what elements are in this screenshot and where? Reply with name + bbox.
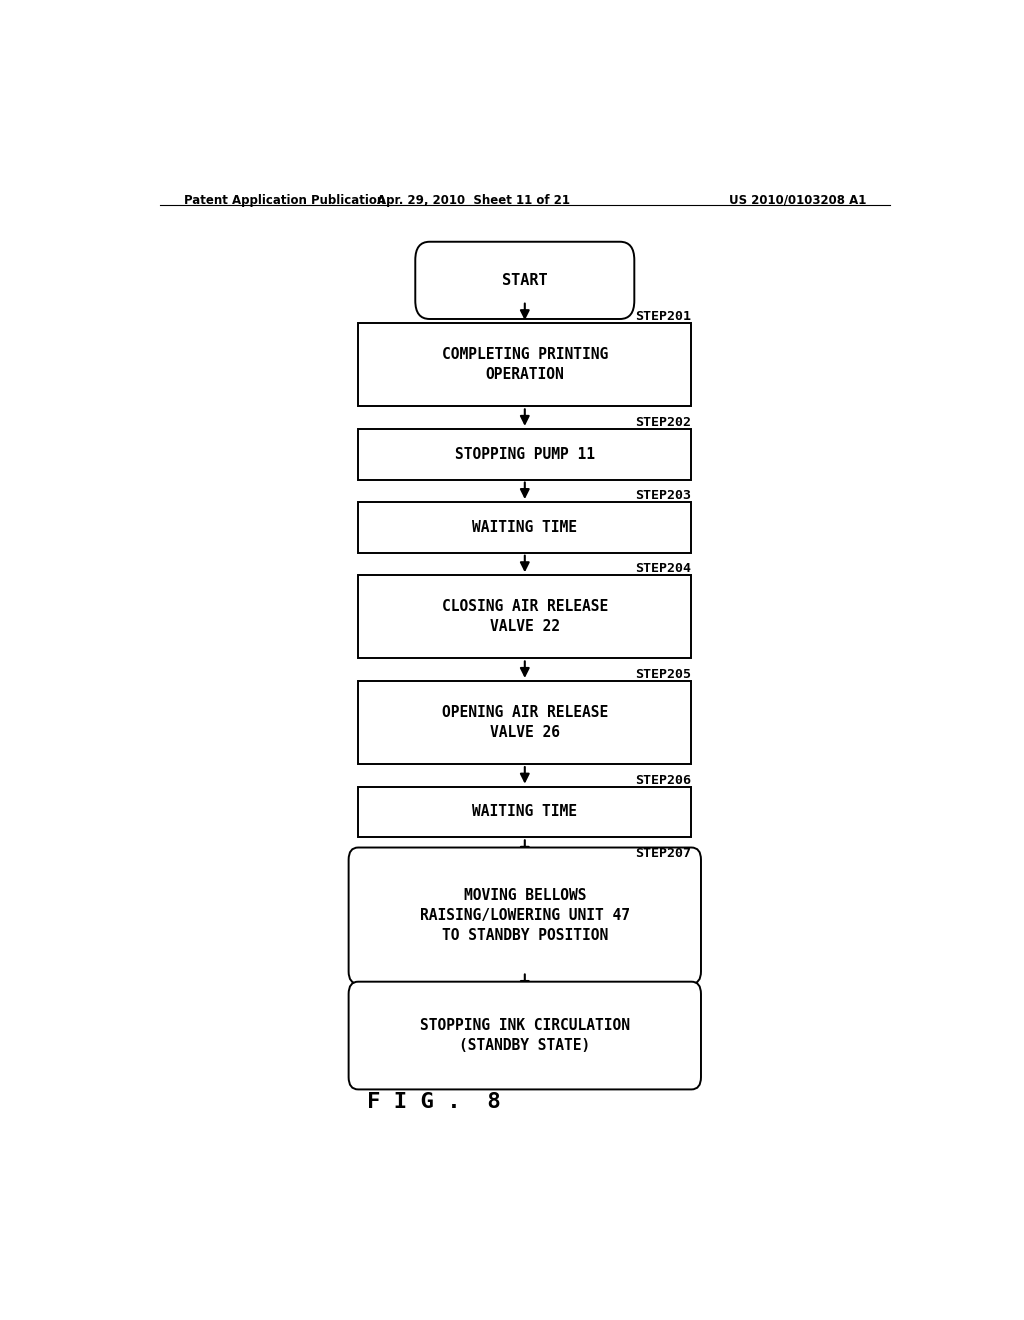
- Text: F I G .  8: F I G . 8: [367, 1092, 501, 1111]
- FancyBboxPatch shape: [348, 847, 701, 983]
- FancyBboxPatch shape: [358, 323, 691, 407]
- Text: US 2010/0103208 A1: US 2010/0103208 A1: [729, 194, 866, 207]
- Text: STOPPING PUMP 11: STOPPING PUMP 11: [455, 446, 595, 462]
- Text: MOVING BELLOWS
RAISING/LOWERING UNIT 47
TO STANDBY POSITION: MOVING BELLOWS RAISING/LOWERING UNIT 47 …: [420, 888, 630, 942]
- Text: COMPLETING PRINTING
OPERATION: COMPLETING PRINTING OPERATION: [441, 347, 608, 381]
- FancyBboxPatch shape: [358, 502, 691, 553]
- Text: STEP204: STEP204: [636, 562, 691, 576]
- Text: STEP206: STEP206: [636, 774, 691, 787]
- Text: STEP205: STEP205: [636, 668, 691, 681]
- Text: STEP203: STEP203: [636, 488, 691, 502]
- FancyBboxPatch shape: [358, 576, 691, 659]
- Text: STEP202: STEP202: [636, 416, 691, 429]
- Text: Patent Application Publication: Patent Application Publication: [183, 194, 385, 207]
- Text: START: START: [502, 273, 548, 288]
- FancyBboxPatch shape: [358, 787, 691, 837]
- FancyBboxPatch shape: [358, 681, 691, 764]
- Text: CLOSING AIR RELEASE
VALVE 22: CLOSING AIR RELEASE VALVE 22: [441, 599, 608, 634]
- Text: STEP207: STEP207: [636, 846, 691, 859]
- Text: STEP201: STEP201: [636, 310, 691, 323]
- Text: OPENING AIR RELEASE
VALVE 26: OPENING AIR RELEASE VALVE 26: [441, 705, 608, 741]
- Text: WAITING TIME: WAITING TIME: [472, 804, 578, 820]
- Text: STOPPING INK CIRCULATION
(STANDBY STATE): STOPPING INK CIRCULATION (STANDBY STATE): [420, 1018, 630, 1053]
- FancyBboxPatch shape: [416, 242, 634, 319]
- FancyBboxPatch shape: [348, 982, 701, 1089]
- FancyBboxPatch shape: [358, 429, 691, 479]
- Text: Apr. 29, 2010  Sheet 11 of 21: Apr. 29, 2010 Sheet 11 of 21: [377, 194, 569, 207]
- Text: WAITING TIME: WAITING TIME: [472, 520, 578, 535]
